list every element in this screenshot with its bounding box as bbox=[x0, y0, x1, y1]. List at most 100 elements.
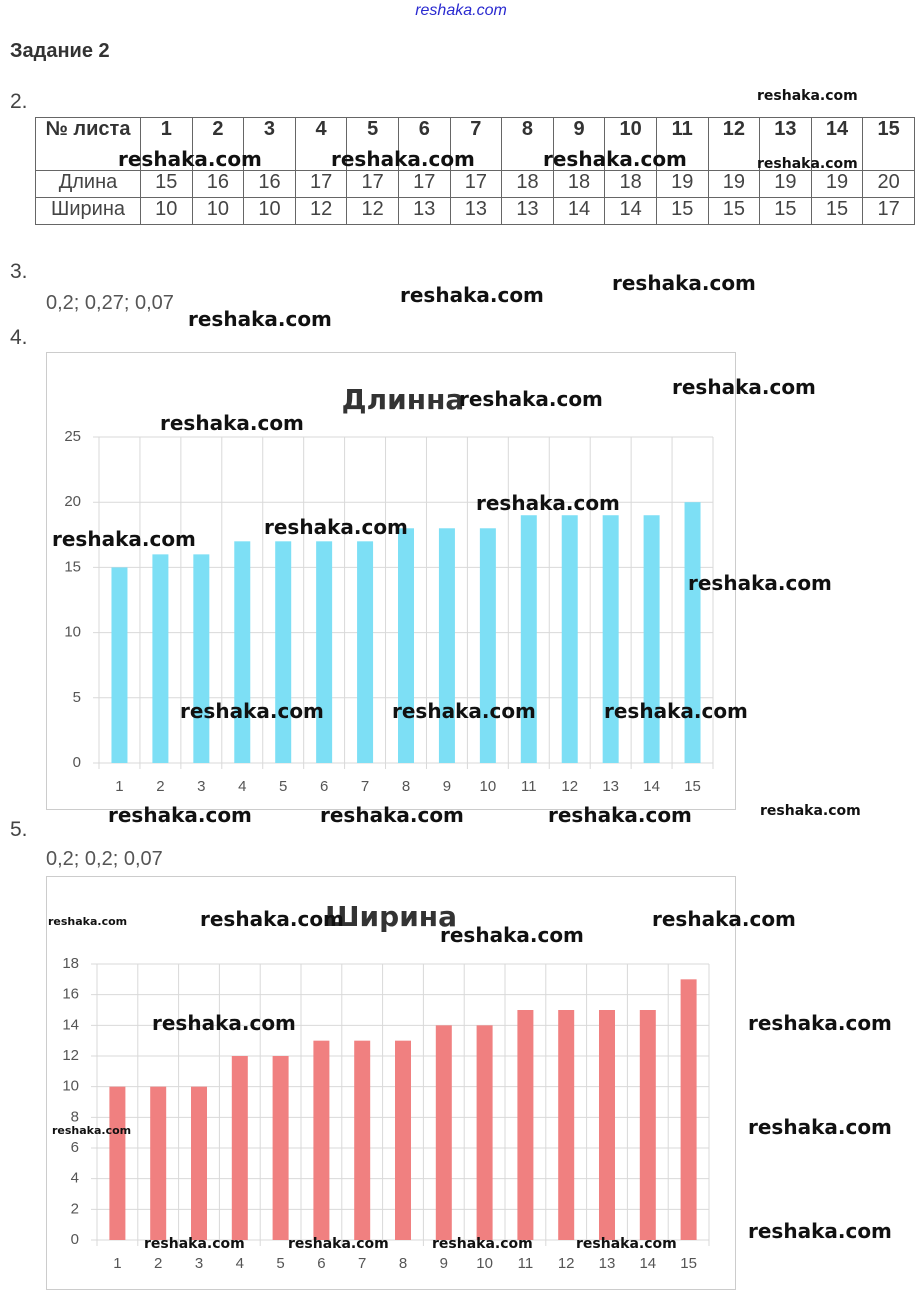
table-cell: Длина bbox=[35, 170, 141, 198]
y-tick-label: 25 bbox=[64, 428, 81, 445]
table-cell: 18 bbox=[604, 170, 657, 198]
table-cell: Ширина bbox=[35, 197, 141, 225]
watermark: reshaka.com bbox=[748, 1011, 892, 1035]
y-tick-label: 10 bbox=[64, 624, 81, 641]
table-cell: 15 bbox=[759, 197, 812, 225]
table-cell: 12 bbox=[346, 197, 399, 225]
watermark: reshaka.com bbox=[748, 1219, 892, 1243]
x-tick-label: 3 bbox=[197, 778, 205, 795]
x-tick-label: 3 bbox=[195, 1255, 203, 1272]
x-tick-label: 7 bbox=[358, 1255, 366, 1272]
table-header-cell: № листа bbox=[35, 117, 141, 171]
table-header-cell: 11 bbox=[655, 117, 709, 171]
table-row: № листа 1 2 3 4 5 6 7 8 9 10 11 12 13 14 15 bbox=[35, 117, 915, 171]
x-tick-label: 14 bbox=[639, 1255, 656, 1272]
watermark: reshaka.com bbox=[400, 283, 544, 307]
bar bbox=[150, 1086, 167, 1240]
x-tick-label: 14 bbox=[643, 778, 660, 795]
table-row: Длина 15 16 16 17 17 17 17 18 18 18 19 19 19 19 20 bbox=[35, 170, 915, 198]
watermark: reshaka.com bbox=[757, 88, 858, 104]
x-tick-label: 6 bbox=[317, 1255, 325, 1272]
table-cell: 18 bbox=[501, 170, 554, 198]
table-cell: 10 bbox=[140, 197, 193, 225]
item-number: 4. bbox=[10, 326, 28, 349]
watermark: reshaka.com bbox=[748, 1115, 892, 1139]
bar bbox=[599, 1010, 615, 1240]
heading: Задание 2 bbox=[10, 40, 110, 62]
item-number: 5. bbox=[10, 818, 28, 841]
table-row: Ширина 10 10 10 12 12 13 13 13 14 14 15 15 15 15 17 bbox=[35, 197, 915, 225]
table-cell: 14 bbox=[552, 197, 606, 225]
table-cell: 17 bbox=[294, 170, 348, 198]
table-cell: 19 bbox=[810, 170, 864, 198]
x-tick-label: 12 bbox=[558, 1255, 575, 1272]
bar bbox=[517, 1010, 534, 1240]
x-tick-label: 5 bbox=[276, 1255, 284, 1272]
table-cell: 12 bbox=[294, 197, 348, 225]
bar bbox=[316, 541, 333, 763]
bar bbox=[234, 541, 251, 763]
y-tick-label: 10 bbox=[62, 1078, 79, 1095]
table-header-cell: 2 bbox=[191, 117, 245, 171]
table-header-cell: 14 bbox=[810, 117, 864, 171]
x-tick-label: 15 bbox=[680, 1255, 697, 1272]
x-tick-label: 9 bbox=[440, 1255, 448, 1272]
table-cell: 17 bbox=[346, 170, 399, 198]
bar bbox=[561, 515, 578, 763]
table-header-cell: 13 bbox=[759, 117, 812, 171]
watermark: reshaka.com bbox=[760, 803, 861, 819]
y-tick-label: 5 bbox=[73, 689, 81, 706]
y-tick-label: 2 bbox=[71, 1200, 79, 1217]
bar bbox=[193, 554, 210, 763]
table-header-cell: 9 bbox=[552, 117, 606, 171]
bar bbox=[602, 515, 619, 763]
bar bbox=[191, 1086, 207, 1240]
y-tick-label: 0 bbox=[71, 1231, 79, 1248]
bar bbox=[643, 515, 660, 763]
table-cell: 15 bbox=[810, 197, 864, 225]
x-tick-label: 1 bbox=[115, 778, 123, 795]
table-cell: 13 bbox=[397, 197, 451, 225]
x-tick-label: 4 bbox=[236, 1255, 244, 1272]
x-tick-label: 7 bbox=[361, 778, 369, 795]
x-tick-label: 6 bbox=[320, 778, 328, 795]
table-cell: 19 bbox=[707, 170, 761, 198]
y-tick-label: 12 bbox=[62, 1047, 79, 1064]
table-header-cell: 6 bbox=[397, 117, 451, 171]
bar bbox=[684, 502, 701, 763]
x-tick-label: 11 bbox=[518, 1255, 534, 1272]
bar bbox=[313, 1040, 330, 1240]
table-header-cell: 3 bbox=[243, 117, 296, 171]
table-header-cell: 8 bbox=[501, 117, 554, 171]
x-tick-label: 11 bbox=[521, 778, 537, 795]
x-tick-label: 1 bbox=[113, 1255, 121, 1272]
x-tick-label: 5 bbox=[279, 778, 287, 795]
table-cell: 15 bbox=[140, 170, 193, 198]
answer: 0,2; 0,2; 0,07 bbox=[46, 848, 163, 870]
table-cell: 15 bbox=[655, 197, 709, 225]
y-tick-label: 14 bbox=[62, 1016, 79, 1033]
table-cell: 17 bbox=[397, 170, 451, 198]
table-cell: 16 bbox=[243, 170, 296, 198]
table-cell: 16 bbox=[191, 170, 245, 198]
item-number: 2. bbox=[10, 90, 28, 113]
bar bbox=[354, 1040, 371, 1240]
table-header-cell: 5 bbox=[346, 117, 399, 171]
y-tick-label: 8 bbox=[71, 1108, 79, 1125]
y-tick-label: 16 bbox=[62, 986, 79, 1003]
x-tick-label: 4 bbox=[238, 778, 246, 795]
site-link[interactable]: reshaka.com bbox=[415, 2, 507, 19]
bar bbox=[476, 1025, 493, 1240]
table-header-cell: 15 bbox=[862, 117, 915, 171]
x-tick-label: 9 bbox=[443, 778, 451, 795]
y-tick-label: 4 bbox=[71, 1170, 79, 1187]
table-cell: 13 bbox=[449, 197, 503, 225]
x-tick-label: 2 bbox=[154, 1255, 162, 1272]
x-tick-label: 8 bbox=[402, 778, 410, 795]
x-tick-label: 2 bbox=[156, 778, 164, 795]
watermark: reshaka.com bbox=[612, 271, 756, 295]
chart-title: Длинна bbox=[342, 383, 465, 416]
bar bbox=[479, 528, 496, 763]
